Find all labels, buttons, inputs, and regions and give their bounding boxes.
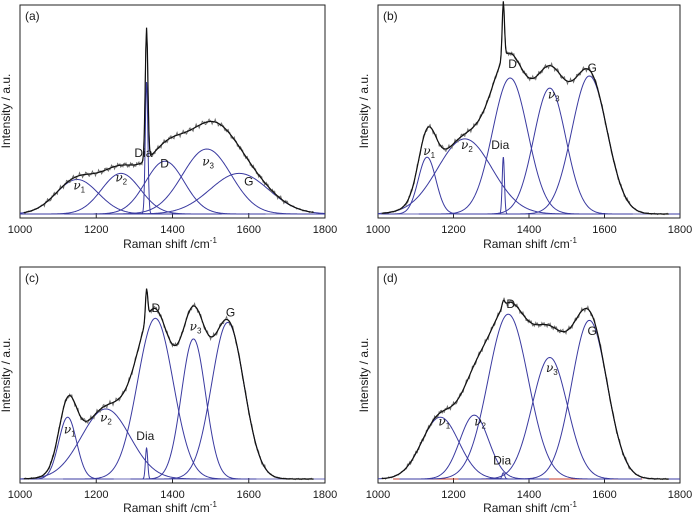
peak-label: ν2 (461, 138, 473, 154)
peak-label: ν2 (115, 171, 127, 187)
x-tick-label: 1400 (160, 224, 184, 236)
component-D-curve (418, 77, 602, 215)
component-nu3-curve (130, 338, 257, 480)
x-tick-label: 1800 (313, 489, 337, 501)
component-nu2-curve (377, 138, 607, 215)
y-axis-label: Intensity / a.u. (357, 74, 371, 149)
x-tick-label: 1400 (160, 489, 184, 501)
panel-d: (d) 1000 1200 1400 1600 1800 Raman shift /cm-1… (357, 266, 692, 515)
x-tick-label: 1200 (441, 224, 465, 236)
peak-label: ν1 (73, 179, 85, 195)
component-nu3-curve (466, 87, 633, 215)
x-tick-label: 1200 (84, 489, 108, 501)
x-tick-label: 1800 (313, 224, 337, 236)
panel-label: (c) (25, 271, 39, 285)
component-nu2-curve (20, 172, 222, 215)
peak-label: ν2 (474, 414, 486, 430)
component-nu2-curve (19, 408, 232, 480)
peak-label: G (244, 175, 253, 189)
x-tick-label: 1200 (84, 224, 108, 236)
fit-sum-curve (381, 299, 669, 480)
x-axis-label: Raman shift /cm-1 (483, 500, 577, 515)
y-axis-label: Intensity / a.u. (0, 338, 13, 413)
panel-c: (c) 1000 1200 1400 1600 1800 Raman shift /cm-1… (0, 266, 337, 515)
peak-label: ν3 (190, 320, 202, 336)
x-tick-label: 1400 (517, 224, 541, 236)
plot-frame (19, 4, 326, 219)
panel-label: (d) (383, 271, 398, 285)
component-nu3-curve (458, 356, 642, 480)
component-D-curve (404, 313, 613, 480)
component-G-curve (498, 319, 680, 480)
x-tick-label: 1200 (441, 489, 465, 501)
fit-sum-curve (23, 288, 314, 480)
x-tick-label: 1000 (8, 224, 32, 236)
peak-label: Dia (491, 138, 509, 152)
peak-label: ν1 (423, 144, 435, 160)
peak-label: G (588, 61, 597, 75)
plot-frame (19, 266, 326, 484)
peak-label: ν3 (546, 361, 558, 377)
x-tick-label: 1600 (237, 224, 261, 236)
peak-label: G (226, 305, 235, 319)
panels-group: (a) 1000 1200 1400 1600 1800 Raman shift /cm-1… (0, 1, 692, 515)
x-tick-label: 1600 (237, 489, 261, 501)
x-tick-label: 1000 (366, 489, 390, 501)
peak-label: Dia (493, 454, 511, 468)
panel-label: (b) (383, 9, 398, 23)
x-tick-label: 1800 (668, 224, 692, 236)
component-nu1-curve (381, 156, 473, 215)
component-D-curve (63, 317, 248, 480)
component-G-curve (143, 321, 312, 480)
peak-label: ν1 (438, 414, 450, 430)
x-axis-label: Raman shift /cm-1 (123, 236, 217, 251)
y-axis-label: Intensity / a.u. (357, 338, 371, 413)
peak-label: ν1 (64, 423, 76, 439)
component-G-curve (498, 75, 680, 215)
component-nu1-curve (21, 416, 114, 480)
peak-label: Dia (134, 146, 152, 160)
peak-label: D (506, 297, 515, 311)
peak-label: ν3 (548, 87, 560, 103)
measured-spectrum (23, 29, 314, 214)
peak-label: ν2 (100, 410, 112, 426)
x-tick-label: 1600 (592, 489, 616, 501)
fit-sum-curve (23, 27, 314, 214)
x-tick-label: 1600 (592, 224, 616, 236)
fit-sum-curve (381, 1, 669, 215)
panel-a: (a) 1000 1200 1400 1600 1800 Raman shift /cm-1… (0, 4, 337, 251)
x-tick-label: 1000 (8, 489, 32, 501)
x-tick-label: 1000 (366, 224, 390, 236)
y-axis-label: Intensity / a.u. (0, 74, 13, 149)
plot-frame (377, 266, 681, 484)
peak-label: Dia (136, 429, 154, 443)
measured-spectrum (23, 289, 314, 481)
measured-spectrum (381, 1, 669, 216)
x-axis-label: Raman shift /cm-1 (123, 500, 217, 515)
peak-label: D (160, 156, 169, 170)
measured-spectrum (381, 297, 669, 481)
x-tick-label: 1800 (668, 489, 692, 501)
panel-label: (a) (25, 9, 40, 23)
x-axis-label: Raman shift /cm-1 (483, 236, 577, 251)
plot-frame (377, 4, 681, 219)
peak-label: ν3 (202, 154, 214, 170)
peak-label: D (152, 301, 161, 315)
component-Dia-curve (131, 446, 162, 480)
peak-label: G (588, 324, 597, 338)
x-tick-label: 1400 (517, 489, 541, 501)
peak-label: D (508, 57, 517, 71)
panel-b: (b) 1000 1200 1400 1600 1800 Raman shift /cm-1… (357, 1, 692, 251)
